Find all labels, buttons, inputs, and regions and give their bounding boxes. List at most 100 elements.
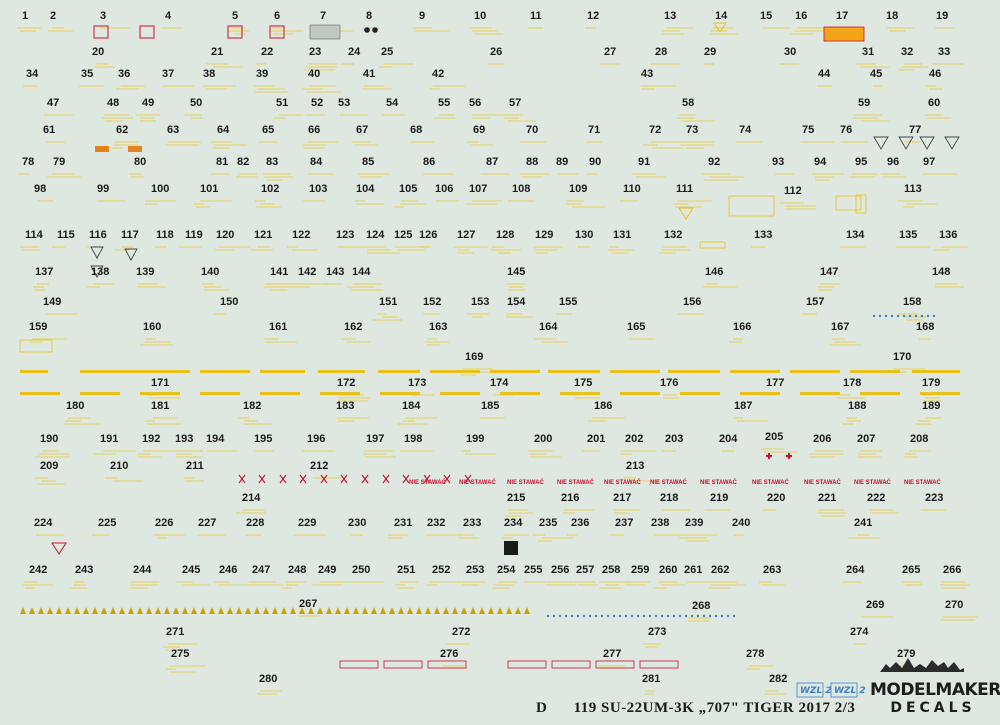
red-x-mark xyxy=(258,474,266,484)
decal-number-104: 104 xyxy=(356,183,375,195)
yellow-triangle-marker xyxy=(362,607,368,614)
colored-dot xyxy=(636,614,640,618)
decal-number-231: 231 xyxy=(394,517,413,529)
yellow-triangle-marker xyxy=(389,607,395,614)
decal-number-238: 238 xyxy=(651,517,670,529)
wzl-badge-b: WZL 2 xyxy=(834,686,866,696)
decal-number-162: 162 xyxy=(344,321,363,333)
yellow-triangle-marker xyxy=(29,607,35,614)
yellow-stripe xyxy=(140,392,180,395)
yellow-triangle-marker xyxy=(92,607,98,614)
decal-number-246: 246 xyxy=(219,564,238,576)
yellow-triangle-marker xyxy=(299,607,305,614)
decal-number-8: 8 xyxy=(366,10,373,22)
decal-number-160: 160 xyxy=(143,321,162,333)
decal-number-25: 25 xyxy=(381,46,394,58)
grey-triangle-marker xyxy=(124,248,138,261)
decal-number-31: 31 xyxy=(862,46,875,58)
decal-number-134: 134 xyxy=(846,229,865,241)
yellow-triangle-marker xyxy=(254,607,260,614)
red-cross-205a xyxy=(766,453,772,459)
yellow-stripe xyxy=(800,392,840,395)
red-stencil-box xyxy=(639,660,679,669)
decal-number-201: 201 xyxy=(587,433,606,445)
decal-number-72: 72 xyxy=(649,124,662,136)
red-stencil-text: NIE STAWAĆ xyxy=(409,480,446,486)
blue-dot xyxy=(896,314,900,318)
orange-warning-plate xyxy=(823,26,865,42)
blue-dot xyxy=(920,314,924,318)
decal-number-9: 9 xyxy=(419,10,426,22)
decal-number-139: 139 xyxy=(136,266,155,278)
decal-number-199: 199 xyxy=(466,433,485,445)
decal-number-131: 131 xyxy=(613,229,632,241)
red-x-mark xyxy=(238,474,246,484)
decal-number-221: 221 xyxy=(818,492,837,504)
decal-number-55: 55 xyxy=(438,97,451,109)
red-stencil-text: NIE STAWAĆ xyxy=(904,480,941,486)
yellow-stripe xyxy=(730,370,780,373)
decal-number-82: 82 xyxy=(237,156,250,168)
red-box-4 xyxy=(139,25,155,39)
decal-number-253: 253 xyxy=(466,564,485,576)
red-stencil-text: NIE STAWAĆ xyxy=(650,480,687,486)
decal-number-41: 41 xyxy=(363,68,376,80)
blue-dot xyxy=(908,314,912,318)
decal-number-70: 70 xyxy=(526,124,539,136)
decal-number-48: 48 xyxy=(107,97,120,109)
yellow-triangle-marker xyxy=(470,607,476,614)
colored-dot xyxy=(606,614,610,618)
yellow-triangle-marker xyxy=(173,607,179,614)
decal-number-51: 51 xyxy=(276,97,289,109)
red-x-mark xyxy=(382,474,390,484)
decal-number-141: 141 xyxy=(270,266,289,278)
decal-number-167: 167 xyxy=(831,321,850,333)
decal-number-277: 277 xyxy=(603,648,622,660)
red-x-mark xyxy=(320,474,328,484)
decal-number-118: 118 xyxy=(156,229,174,241)
decal-number-30: 30 xyxy=(784,46,797,58)
decal-number-100: 100 xyxy=(151,183,170,195)
decal-number-143: 143 xyxy=(326,266,345,278)
decal-number-178: 178 xyxy=(843,377,862,389)
decal-number-13: 13 xyxy=(664,10,677,22)
decal-number-93: 93 xyxy=(772,156,785,168)
decal-number-166: 166 xyxy=(733,321,752,333)
yellow-triangle-marker xyxy=(56,607,62,614)
modelmaker-logo: MODELMAKER DECALS xyxy=(870,680,1000,722)
decal-number-88: 88 xyxy=(526,156,539,168)
red-stencil-box xyxy=(427,660,467,669)
red-x-mark xyxy=(402,474,410,484)
decal-number-44: 44 xyxy=(818,68,831,80)
yellow-triangle-marker xyxy=(407,607,413,614)
yellow-triangle-marker xyxy=(20,607,26,614)
decal-number-239: 239 xyxy=(685,517,704,529)
yellow-stripe xyxy=(740,392,780,395)
yellow-triangle-marker xyxy=(326,607,332,614)
decal-number-94: 94 xyxy=(814,156,827,168)
decal-number-71: 71 xyxy=(588,124,601,136)
brand-line-1: MODELMAKER xyxy=(870,680,1000,700)
decal-number-153: 153 xyxy=(471,296,490,308)
decal-number-175: 175 xyxy=(574,377,593,389)
colored-dot xyxy=(570,614,574,618)
decal-number-174: 174 xyxy=(490,377,509,389)
colored-dot xyxy=(612,614,616,618)
black-dot xyxy=(372,27,378,33)
decal-number-232: 232 xyxy=(427,517,446,529)
decal-number-257: 257 xyxy=(576,564,595,576)
colored-dot xyxy=(618,614,622,618)
decal-number-266: 266 xyxy=(943,564,962,576)
decal-number-205: 205 xyxy=(765,431,784,443)
red-stencil-text: NIE STAWAĆ xyxy=(507,480,544,486)
red-cross-205b xyxy=(786,453,792,459)
yellow-triangle-marker xyxy=(191,607,197,614)
decal-number-24: 24 xyxy=(348,46,361,58)
decal-number-270: 270 xyxy=(945,599,964,611)
red-box-3 xyxy=(93,25,109,39)
red-x-mark xyxy=(361,474,369,484)
decal-number-137: 137 xyxy=(35,266,54,278)
decal-number-267: 267 xyxy=(299,598,318,610)
decal-number-145: 145 xyxy=(507,266,526,278)
